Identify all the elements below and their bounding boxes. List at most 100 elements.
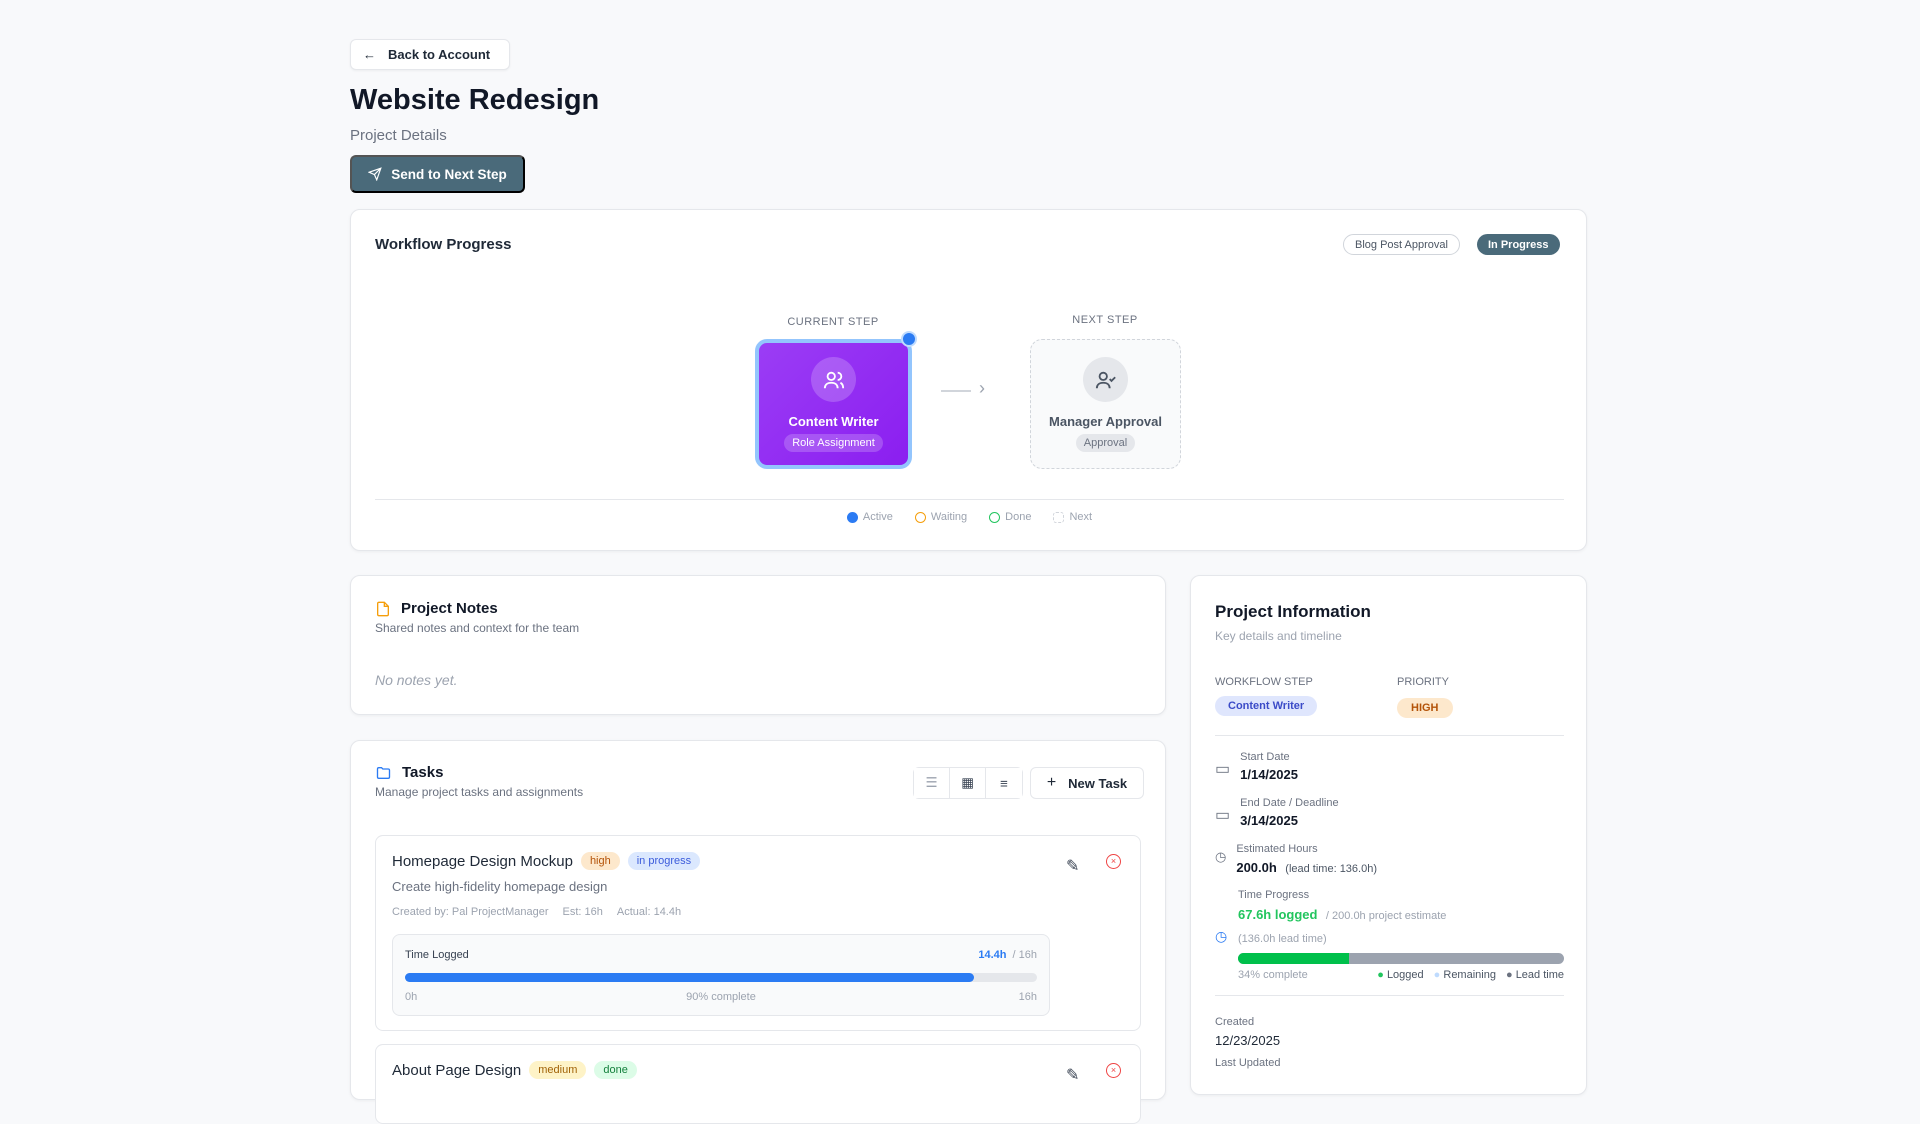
clock-icon: ◷	[1215, 928, 1228, 944]
status-badge: done	[594, 1061, 637, 1079]
page-subtitle: Project Details	[350, 127, 447, 144]
edit-icon[interactable]: ✎	[1066, 1067, 1080, 1084]
task-description: Create high-fidelity homepage design	[392, 879, 608, 894]
workflow-step-label: WORKFLOW STEP	[1215, 676, 1313, 688]
last-updated-label: Last Updated	[1215, 1057, 1281, 1069]
project-notes-card: Project Notes Shared notes and context f…	[350, 575, 1166, 715]
workflow-legend: Active Waiting Done Next	[351, 511, 1588, 523]
start-date: 1/14/2025	[1240, 767, 1298, 782]
notes-empty: No notes yet.	[375, 672, 458, 688]
next-step-name: Manager Approval	[1049, 414, 1162, 429]
notes-title: Project Notes	[401, 600, 498, 617]
next-step-node[interactable]: Manager Approval Approval	[1030, 339, 1181, 469]
project-estimate: / 200.0h project estimate	[1325, 910, 1447, 922]
priority-label: PRIORITY	[1397, 676, 1449, 688]
progress-percent: 90% complete	[686, 991, 756, 1003]
legend-done: Done	[989, 511, 1031, 523]
legend-next: Next	[1053, 511, 1092, 523]
tasks-card: Tasks Manage project tasks and assignmen…	[350, 740, 1166, 1124]
info-title: Project Information	[1215, 602, 1371, 621]
logged-dot-icon: ●	[1377, 969, 1384, 981]
notes-subtitle: Shared notes and context for the team	[375, 621, 580, 635]
percent-complete: 34% complete	[1238, 969, 1308, 981]
list-icon: ☰	[925, 775, 938, 790]
current-step-node[interactable]: Content Writer Role Assignment	[755, 339, 912, 469]
page-title: Website Redesign	[350, 84, 600, 116]
delete-icon[interactable]: ×	[1106, 1063, 1121, 1078]
task-estimate: Est: 16h	[562, 906, 603, 918]
dashed-box-icon	[1053, 511, 1065, 523]
check-circle-icon	[989, 511, 1001, 523]
tasks-subtitle: Manage project tasks and assignments	[375, 785, 584, 799]
workflow-step-badge: Content Writer	[1215, 696, 1318, 716]
progress-min: 0h	[405, 991, 418, 1003]
user-check-icon	[1083, 357, 1128, 402]
task-progress-bar	[405, 973, 1037, 982]
active-dot-icon	[846, 511, 858, 523]
priority-badge: high	[580, 852, 620, 870]
legend-active: Active	[846, 511, 893, 523]
folder-icon	[376, 766, 391, 779]
end-date: 3/14/2025	[1240, 813, 1298, 828]
send-label: Send to Next Step	[391, 166, 507, 182]
start-date-label: Start Date	[1240, 751, 1290, 763]
logged-hours: 14.4h	[978, 949, 1007, 961]
current-step-type: Role Assignment	[784, 434, 883, 452]
next-step-label: NEXT STEP	[1072, 314, 1138, 326]
current-step-name: Content Writer	[788, 414, 879, 429]
timeline-icon: ≡	[1000, 775, 1008, 791]
time-logged-panel: Time Logged 14.4h / 16h 0h 90% complete 1…	[392, 934, 1050, 1016]
clock-icon: ◷	[1215, 849, 1227, 864]
calendar-icon: ▭	[1215, 807, 1231, 824]
connector-line	[941, 390, 971, 392]
total-hours: / 16h	[1012, 949, 1037, 961]
info-subtitle: Key details and timeline	[1215, 629, 1342, 643]
users-icon	[811, 357, 856, 402]
lead-time-note: (136.0h lead time)	[1238, 933, 1327, 945]
legend-waiting: Waiting	[914, 511, 967, 523]
time-progress-label: Time Progress	[1238, 889, 1310, 901]
estimated-hours: 200.0h	[1236, 860, 1277, 875]
grid-icon: ▦	[961, 775, 974, 790]
task-title: About Page Design	[392, 1061, 522, 1079]
send-to-next-step-button[interactable]: Send to Next Step	[350, 155, 525, 193]
end-date-label: End Date / Deadline	[1240, 797, 1339, 809]
priority-badge: HIGH	[1397, 698, 1453, 718]
current-step-label: CURRENT STEP	[787, 316, 879, 328]
list-view-button[interactable]: ☰	[914, 768, 950, 798]
time-progress-fill	[1238, 953, 1349, 964]
new-task-label: New Task	[1068, 775, 1128, 791]
status-badge: in progress	[627, 852, 701, 870]
plus-icon: +	[1046, 774, 1057, 791]
legend-lead-time: Lead time	[1515, 969, 1564, 981]
back-to-account-button[interactable]: ← Back to Account	[350, 39, 510, 70]
back-label: Back to Account	[388, 47, 491, 62]
next-step-type: Approval	[1075, 434, 1136, 452]
calendar-icon: ▭	[1215, 761, 1231, 778]
workflow-status-badge: In Progress	[1477, 234, 1560, 255]
lead-time-dot-icon: ●	[1505, 969, 1513, 981]
chevron-right-icon: ›	[979, 378, 985, 398]
workflow-name-badge: Blog Post Approval	[1343, 234, 1460, 255]
active-indicator	[901, 331, 917, 347]
legend-remaining: Remaining	[1443, 969, 1496, 981]
remaining-dot-icon: ●	[1433, 969, 1441, 981]
tasks-title: Tasks	[402, 764, 444, 781]
task-card[interactable]: Homepage Design Mockup high in progress …	[375, 835, 1141, 1031]
arrow-left-icon: ←	[363, 47, 376, 62]
lead-time: (lead time: 136.0h)	[1285, 863, 1377, 875]
project-information-card: Project Information Key details and time…	[1190, 575, 1587, 1095]
divider	[1215, 995, 1564, 996]
task-title: Homepage Design Mockup	[392, 852, 573, 870]
timeline-view-button[interactable]: ≡	[986, 768, 1022, 798]
grid-view-button[interactable]: ▦	[950, 768, 986, 798]
progress-max: 16h	[1018, 991, 1037, 1003]
estimated-hours-label: Estimated Hours	[1236, 843, 1318, 855]
task-card[interactable]: About Page Design medium done ✎ ×	[375, 1044, 1141, 1124]
created-label: Created	[1215, 1016, 1255, 1028]
new-task-button[interactable]: + New Task	[1030, 767, 1144, 799]
edit-icon[interactable]: ✎	[1066, 858, 1080, 875]
time-progress-bar	[1238, 953, 1564, 964]
delete-icon[interactable]: ×	[1106, 854, 1121, 869]
file-icon	[377, 601, 389, 616]
